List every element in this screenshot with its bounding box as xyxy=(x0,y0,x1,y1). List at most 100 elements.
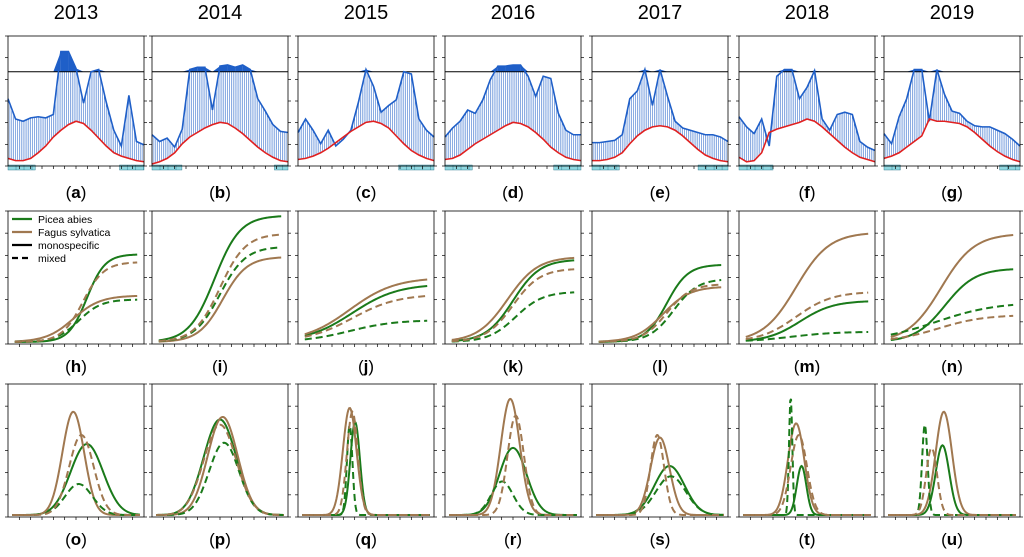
surplus-fill xyxy=(921,69,930,72)
picea-mixed-curve xyxy=(451,291,575,343)
picea-monospecific-curve xyxy=(890,268,1014,342)
growth-rate-panel xyxy=(5,383,147,520)
growth-rate-panel xyxy=(736,383,878,520)
picea-mixed-curve xyxy=(304,319,428,341)
cumulative-growth-panel xyxy=(295,210,437,347)
evapotranspiration-line xyxy=(592,124,729,163)
panel-label: (e) xyxy=(650,183,671,202)
panel-label: (s) xyxy=(650,530,671,549)
surplus-fill xyxy=(660,69,668,72)
panel-label: (p) xyxy=(209,530,231,549)
fagus-mixed-curve xyxy=(451,268,575,343)
fagus-monospecific-curve xyxy=(890,234,1014,338)
panel-label: (r) xyxy=(504,530,522,549)
surplus-fill xyxy=(250,69,258,72)
panel-grid xyxy=(5,35,1023,520)
surplus-fill xyxy=(227,65,236,72)
surplus-fill xyxy=(182,69,190,72)
picea-mixed-rate xyxy=(156,441,284,516)
panel-label: (o) xyxy=(65,530,87,549)
season-bar xyxy=(119,164,145,171)
surplus-fill xyxy=(212,66,220,72)
surplus-fill xyxy=(197,67,205,72)
surplus-fill xyxy=(358,69,366,72)
panel-labels: (a) (b) (c) (d) (e) (f) (g) (h) (i) (j) (k) (l) (m) (… xyxy=(65,183,963,549)
precipitation-line xyxy=(7,50,145,149)
fagus-mixed-rate xyxy=(596,434,724,516)
legend-monospecific-label: monospecific xyxy=(38,240,99,252)
fagus-mixed-curve xyxy=(304,294,428,338)
panel-label: (k) xyxy=(503,357,524,376)
precipitation-line xyxy=(738,67,876,152)
water-balance-panel xyxy=(149,35,291,171)
legend-fagus-label: Fagus sylvatica xyxy=(38,227,111,239)
season-bar xyxy=(697,164,729,171)
year-header: 2014 xyxy=(198,2,243,24)
surplus-fill xyxy=(637,69,645,72)
surplus-fill xyxy=(60,51,69,72)
fagus-mixed-rate xyxy=(743,433,871,516)
cumulative-growth-panel xyxy=(881,210,1023,347)
panel-label: (h) xyxy=(65,357,87,376)
water-balance-panel xyxy=(295,35,437,171)
surplus-fill xyxy=(235,65,243,72)
growth-rate-panel xyxy=(295,383,437,520)
picea-mixed-rate xyxy=(12,483,140,516)
fagus-monospecific-rate xyxy=(449,397,577,516)
surplus-fill xyxy=(513,65,521,72)
panel-frame xyxy=(297,383,435,518)
cumulative-growth-panel xyxy=(5,210,147,347)
panel-label: (b) xyxy=(209,183,231,202)
fagus-mixed-rate xyxy=(449,414,577,516)
evapotranspiration-line xyxy=(883,118,1021,163)
picea-mixed-rate xyxy=(449,480,577,516)
season-bar xyxy=(398,164,435,171)
picea-monospecific-rate xyxy=(156,418,284,516)
season-bar xyxy=(999,164,1021,171)
water-balance-panel xyxy=(5,35,147,171)
season-bar xyxy=(7,164,36,171)
precipitation-line xyxy=(883,68,1021,147)
fagus-monospecific-curve xyxy=(304,278,428,336)
picea-mixed-curve xyxy=(14,298,138,343)
cumulative-growth-panel xyxy=(442,210,584,347)
growth-rate-panel xyxy=(442,383,584,520)
picea-monospecific-curve xyxy=(598,264,722,343)
picea-monospecific-rate xyxy=(449,446,577,516)
fagus-monospecific-curve xyxy=(598,286,722,343)
evapotranspiration-line xyxy=(7,120,145,163)
cumulative-growth-panel xyxy=(149,210,291,347)
fagus-mixed-rate xyxy=(302,410,430,516)
surplus-fill xyxy=(497,66,506,72)
picea-monospecific-curve xyxy=(14,253,138,343)
panel-frame xyxy=(883,35,1021,167)
evapotranspiration-line xyxy=(151,121,289,165)
panel-frame xyxy=(591,210,729,345)
legend-mixed-label: mixed xyxy=(38,253,66,265)
fagus-monospecific-rate xyxy=(743,422,871,516)
picea-mixed-rate xyxy=(888,424,1016,516)
fagus-monospecific-curve xyxy=(745,232,869,338)
picea-monospecific-curve xyxy=(745,300,869,342)
picea-mixed-curve xyxy=(158,246,282,343)
season-bar xyxy=(444,164,473,171)
surplus-fill xyxy=(76,68,84,72)
picea-mixed-rate xyxy=(743,398,871,516)
precipitation-line xyxy=(297,67,435,148)
year-headers: 2013 2014 2015 2016 2017 2018 2019 xyxy=(54,2,975,24)
surplus-fill xyxy=(652,69,660,72)
panel-label: (q) xyxy=(355,530,377,549)
fagus-monospecific-curve xyxy=(451,256,575,341)
water-balance-panel xyxy=(589,35,731,171)
surplus-fill xyxy=(929,69,937,72)
panel-frame xyxy=(591,383,729,518)
fagus-monospecific-curve xyxy=(158,256,282,343)
water-balance-panel xyxy=(881,35,1023,171)
panel-label: (u) xyxy=(941,530,963,549)
panel-label: (m) xyxy=(794,357,820,376)
surplus-fill xyxy=(366,69,374,72)
panel-frame xyxy=(883,210,1021,345)
fagus-mixed-curve xyxy=(745,291,869,341)
panel-label: (d) xyxy=(502,183,524,202)
